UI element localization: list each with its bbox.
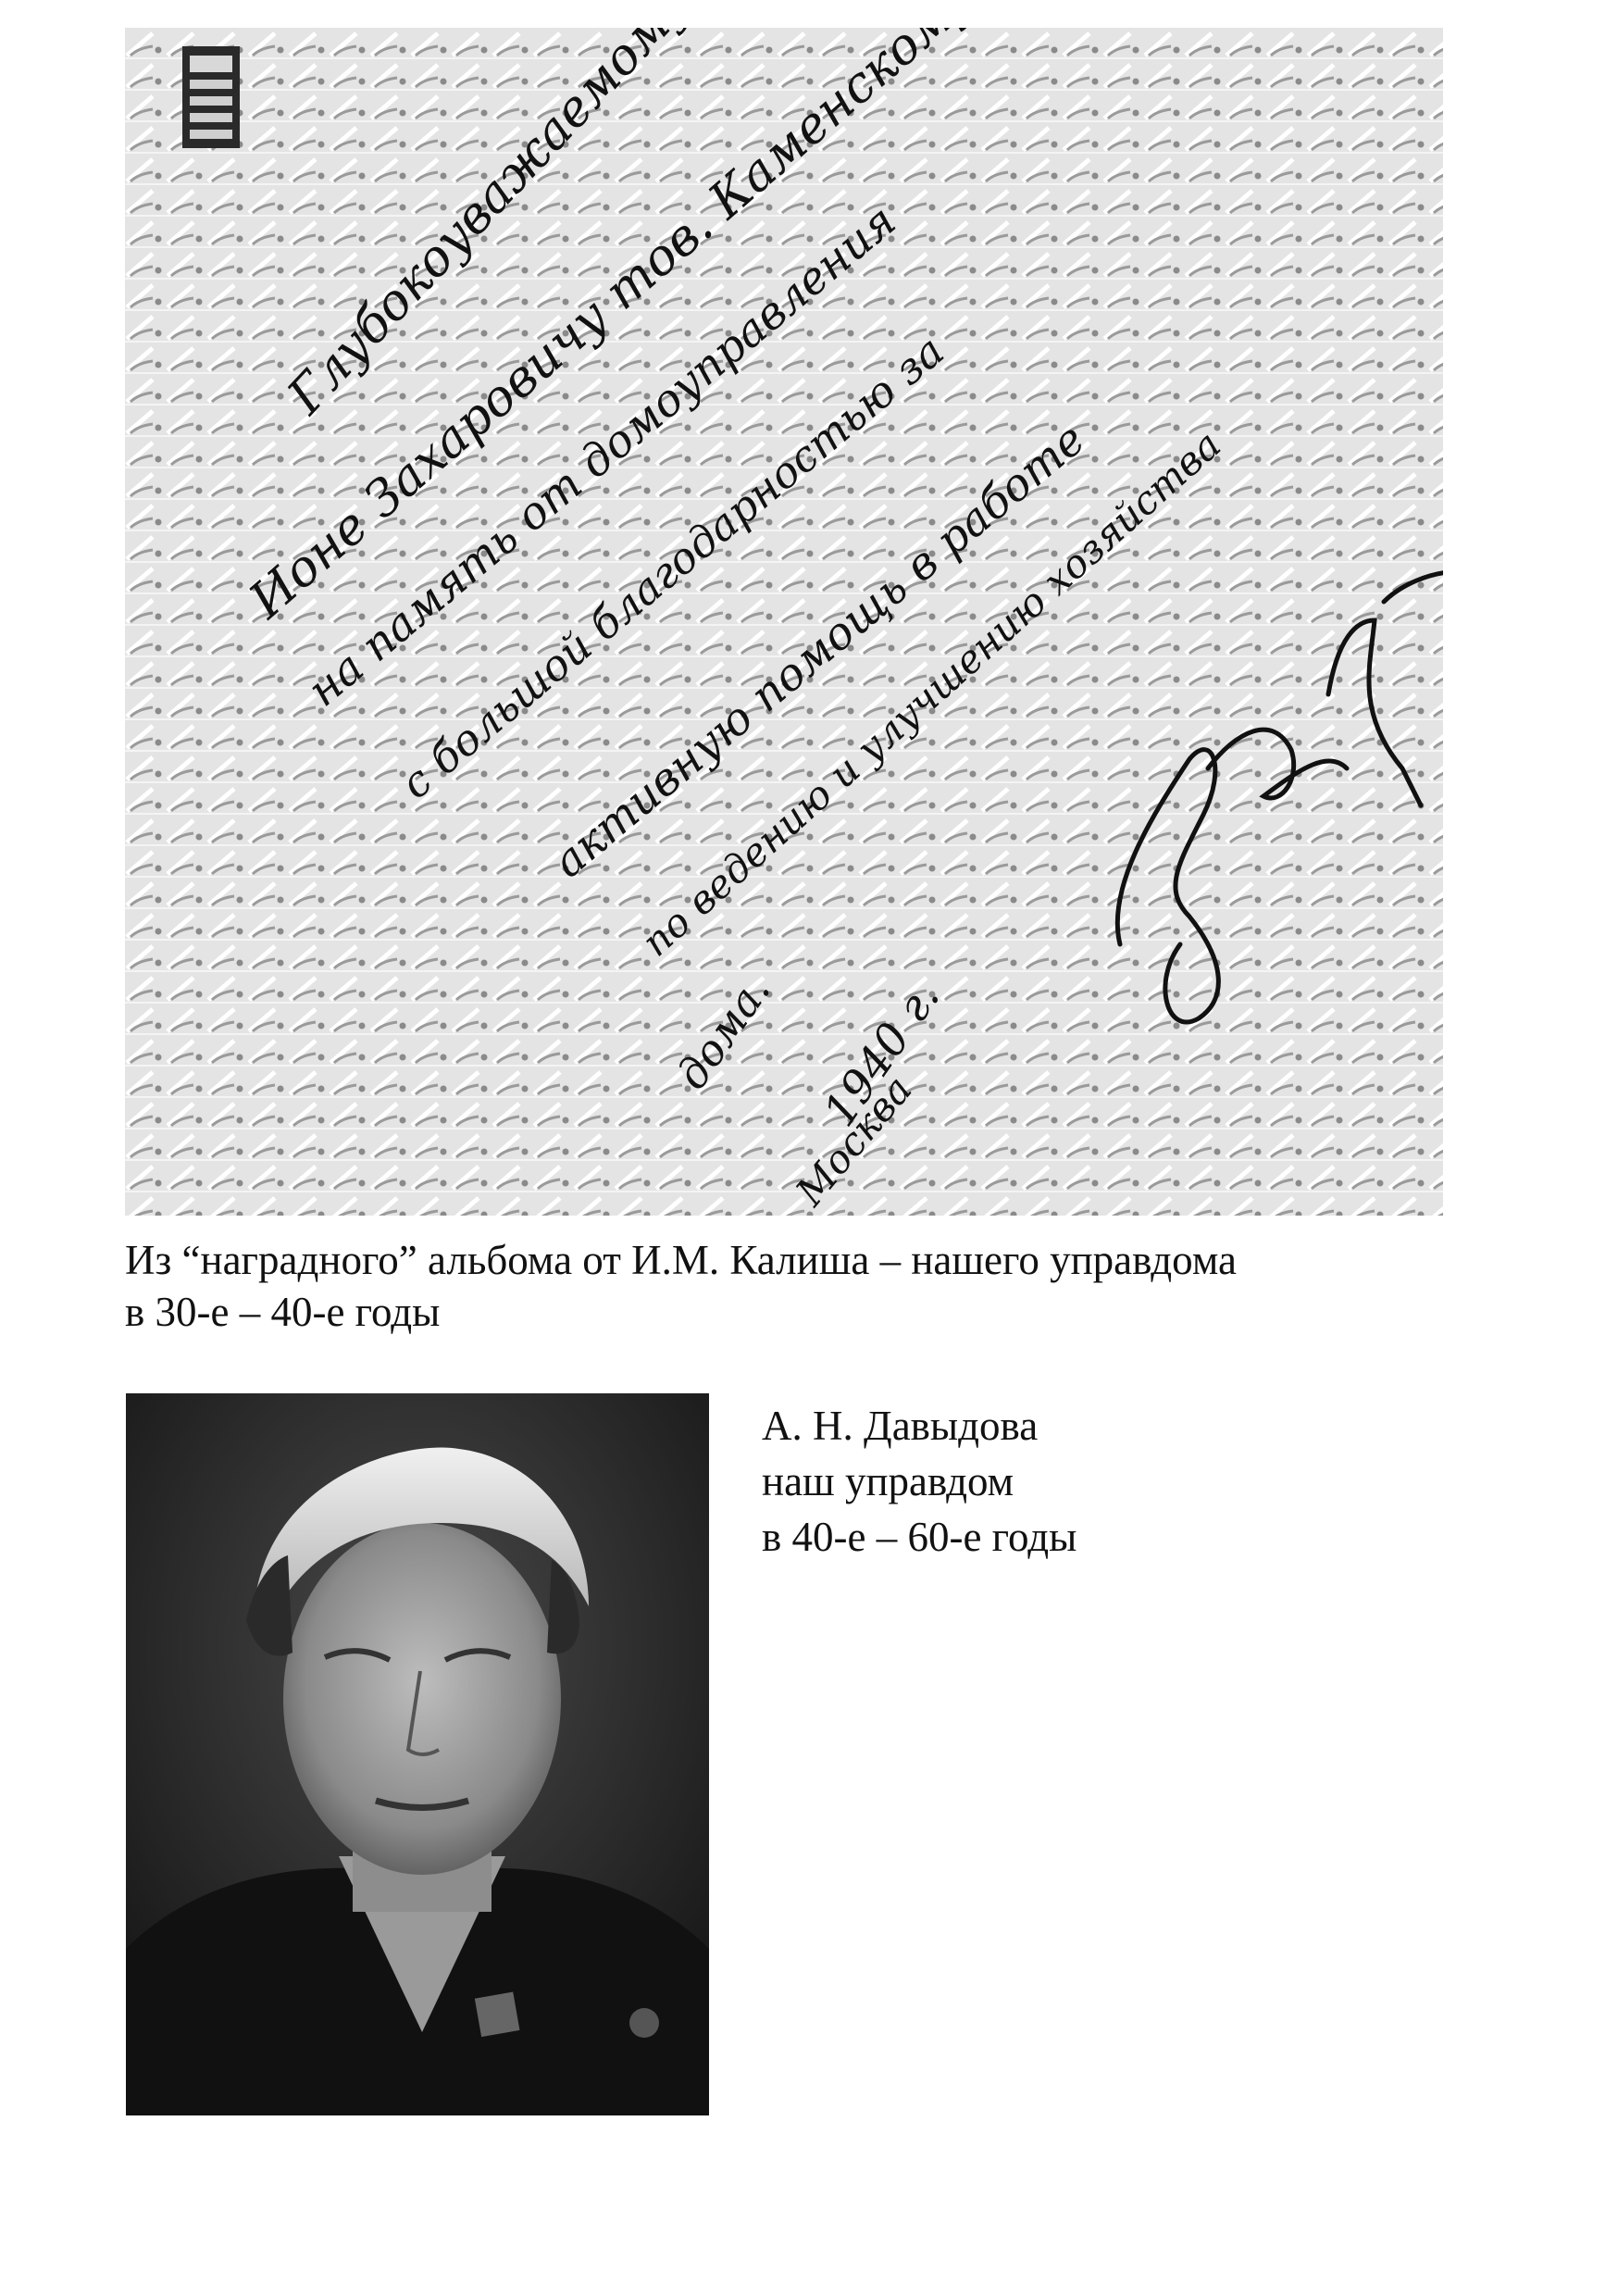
emblem-stamp bbox=[182, 46, 240, 148]
album-caption: Из “наградного” альбома от И.М. Калиша –… bbox=[125, 1234, 1237, 1338]
portrait-caption-years: в 40-е – 60-е годы bbox=[762, 1509, 1077, 1565]
portrait-caption-name: А. Н. Давыдова bbox=[762, 1398, 1077, 1454]
album-caption-line: в 30-е – 40-е годы bbox=[125, 1286, 1237, 1338]
album-caption-line: Из “наградного” альбома от И.М. Калиша –… bbox=[125, 1234, 1237, 1286]
portrait-caption-role: наш управдом bbox=[762, 1454, 1077, 1509]
portrait-photo bbox=[126, 1393, 709, 2115]
portrait-caption: А. Н. Давыдова наш управдом в 40-е – 60-… bbox=[762, 1398, 1077, 1565]
album-page-photo: Глубокоуважаемому Ионе Захаровичу тов. К… bbox=[125, 28, 1443, 1216]
